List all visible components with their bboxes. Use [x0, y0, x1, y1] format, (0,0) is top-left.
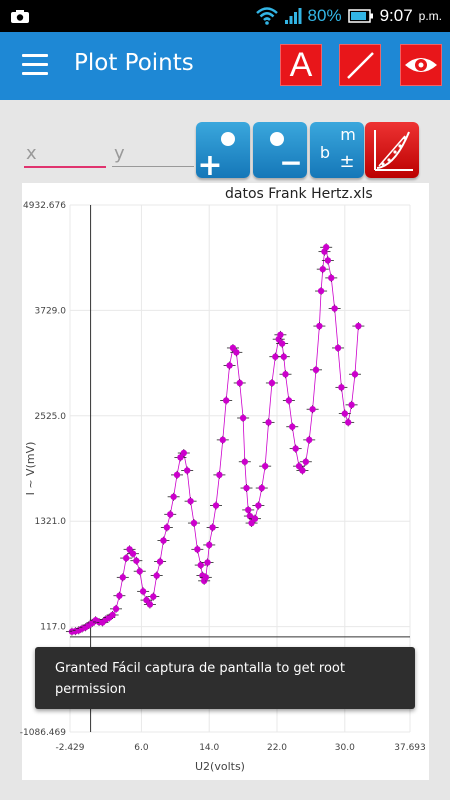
plot-filename: datos Frank Hertz.xls	[225, 186, 373, 202]
app-bar: Plot Points A	[0, 32, 450, 100]
status-bar: 80% 9:07 p.m.	[0, 0, 450, 32]
y-input[interactable]	[112, 140, 194, 167]
fit-b-label: b	[320, 143, 330, 162]
point-icon	[221, 132, 235, 146]
status-ampm: p.m.	[418, 9, 442, 23]
screenshot-notification-icon	[11, 10, 29, 23]
curve-fit-button[interactable]	[365, 122, 419, 178]
status-time: 9:07	[379, 6, 413, 25]
root-permission-toast: Granted Fácil captura de pantalla to get…	[35, 647, 415, 709]
toast-message: Granted Fácil captura de pantalla to get…	[55, 661, 345, 697]
eye-icon	[405, 58, 437, 72]
app-title: Plot Points	[74, 50, 194, 76]
minus-icon: −	[279, 146, 302, 178]
remove-point-button[interactable]: −	[253, 122, 307, 179]
wifi-icon	[255, 7, 278, 25]
menu-icon[interactable]	[22, 54, 48, 76]
axis-labels-button[interactable]: A	[280, 44, 322, 86]
diagonal-line-icon	[347, 52, 374, 79]
battery-icon	[347, 9, 373, 23]
fit-pm-label: ±	[339, 151, 354, 172]
signal-icon	[284, 8, 302, 24]
curve-fit-icon	[374, 130, 413, 171]
add-point-button[interactable]: +	[196, 122, 250, 183]
point-icon	[270, 132, 284, 146]
x-input[interactable]	[24, 140, 106, 168]
fit-parameters-button[interactable]: m b ±	[310, 122, 364, 178]
fit-line-button[interactable]	[339, 44, 381, 86]
plus-icon: +	[197, 148, 222, 178]
battery-percent: 80%	[307, 6, 342, 25]
fit-m-label: m	[340, 125, 356, 144]
view-button[interactable]	[400, 44, 442, 86]
